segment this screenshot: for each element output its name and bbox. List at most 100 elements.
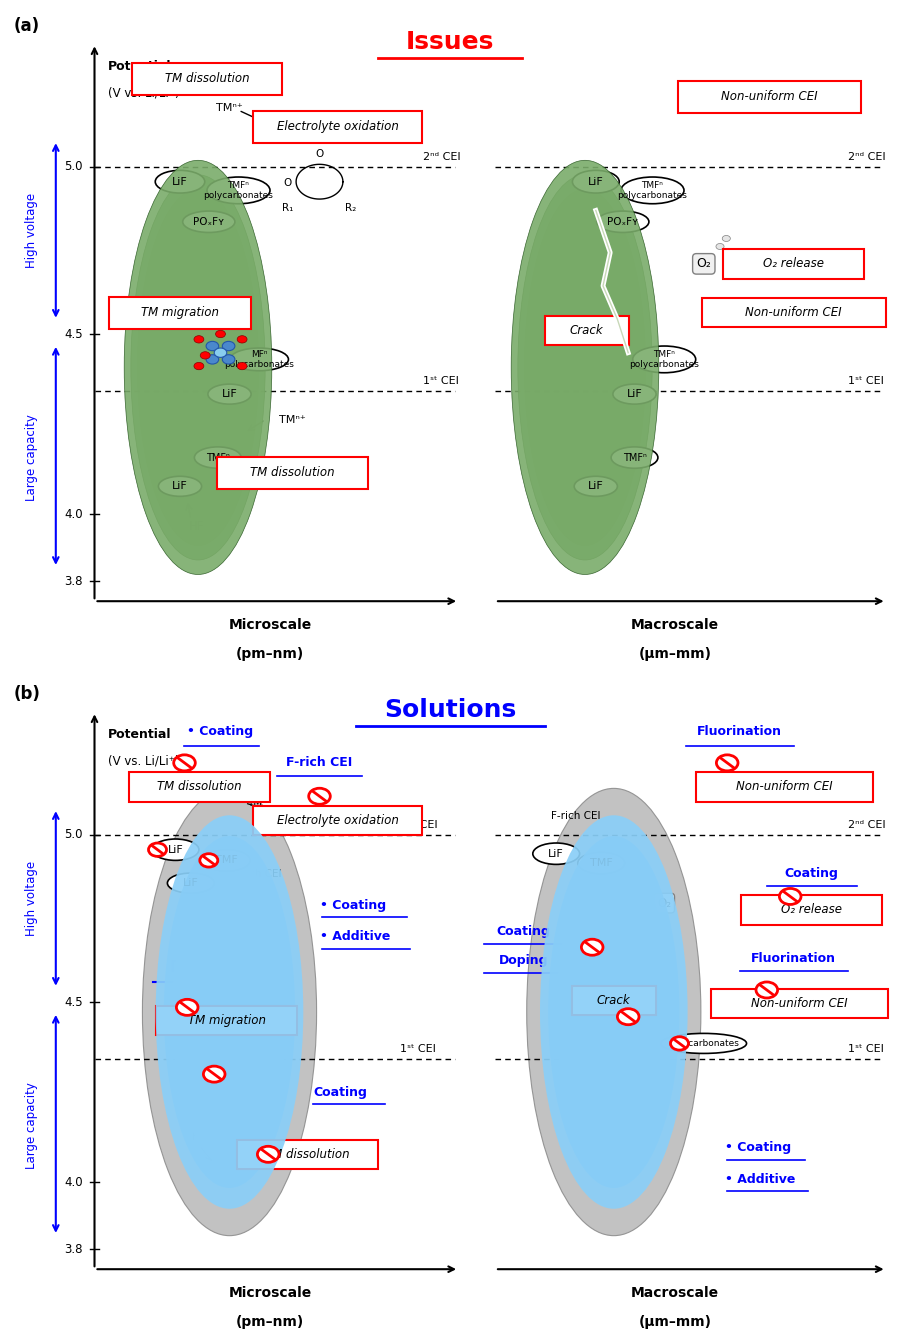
Circle shape (148, 843, 166, 856)
Ellipse shape (578, 852, 625, 874)
Ellipse shape (158, 476, 202, 497)
FancyBboxPatch shape (544, 315, 629, 345)
Text: O₂: O₂ (657, 896, 671, 910)
Circle shape (756, 982, 778, 998)
Text: 4.0: 4.0 (64, 1176, 83, 1189)
FancyBboxPatch shape (724, 248, 864, 279)
Circle shape (257, 1146, 279, 1162)
FancyBboxPatch shape (742, 895, 882, 925)
Circle shape (716, 755, 738, 771)
Ellipse shape (611, 446, 658, 469)
Text: LiF: LiF (221, 389, 238, 399)
Text: 4.0: 4.0 (64, 508, 83, 521)
Ellipse shape (564, 878, 663, 1146)
Circle shape (214, 347, 227, 357)
Circle shape (729, 253, 736, 259)
Text: TMⁿ⁺: TMⁿ⁺ (247, 798, 272, 808)
Text: 4.5: 4.5 (64, 995, 83, 1009)
Ellipse shape (142, 788, 317, 1236)
Text: Fluorination: Fluorination (698, 725, 782, 737)
Text: (pm–nm): (pm–nm) (236, 1315, 304, 1329)
Text: • Additive: • Additive (724, 1173, 795, 1185)
Ellipse shape (172, 856, 287, 1168)
Text: 3.8: 3.8 (64, 1242, 83, 1256)
Ellipse shape (511, 160, 659, 574)
Ellipse shape (533, 843, 580, 864)
Text: polycarbonates: polycarbonates (669, 1039, 739, 1047)
Text: F-rich CEI: F-rich CEI (551, 811, 600, 822)
Ellipse shape (183, 211, 235, 232)
Text: Doping: Doping (500, 954, 549, 967)
Ellipse shape (531, 204, 639, 530)
Text: TM dissolution: TM dissolution (266, 1148, 350, 1161)
Circle shape (200, 854, 218, 867)
Circle shape (581, 939, 603, 955)
Ellipse shape (130, 175, 266, 560)
Text: O₂ release: O₂ release (763, 258, 824, 270)
Ellipse shape (661, 1034, 747, 1053)
Text: Solutions: Solutions (384, 697, 516, 721)
Text: LiF: LiF (167, 844, 184, 855)
Ellipse shape (188, 898, 271, 1126)
Ellipse shape (208, 385, 251, 403)
Ellipse shape (156, 815, 303, 1209)
Text: Doping: Doping (169, 959, 230, 975)
Text: LiF: LiF (588, 176, 604, 187)
Circle shape (201, 351, 211, 359)
Text: 5.0: 5.0 (64, 828, 83, 842)
Text: 1ˢᵗ CEI: 1ˢᵗ CEI (848, 375, 884, 386)
Text: MFⁿ
polycarbonates: MFⁿ polycarbonates (224, 350, 294, 369)
Ellipse shape (194, 446, 241, 469)
Text: 5.0: 5.0 (64, 160, 83, 174)
Text: POₓFʏ: POₓFʏ (194, 216, 224, 227)
Text: Issues: Issues (406, 29, 494, 53)
Text: Crack: Crack (570, 325, 604, 337)
Ellipse shape (152, 839, 199, 860)
Text: TMⁿ⁺: TMⁿ⁺ (247, 1088, 272, 1097)
Text: TMF: TMF (215, 855, 238, 866)
Text: 1ˢᵗ CEI: 1ˢᵗ CEI (400, 1043, 436, 1054)
FancyBboxPatch shape (130, 772, 271, 802)
Text: (pm–nm): (pm–nm) (236, 647, 304, 661)
Ellipse shape (572, 170, 619, 192)
Text: TMFⁿ: TMFⁿ (623, 453, 646, 462)
Ellipse shape (164, 836, 295, 1188)
Text: LiF: LiF (172, 481, 188, 492)
Text: (b): (b) (14, 684, 40, 703)
Text: Coating: Coating (785, 867, 839, 880)
Text: (a): (a) (14, 16, 40, 35)
Ellipse shape (613, 385, 656, 403)
Text: LiF: LiF (548, 848, 564, 859)
Text: Fluorination: Fluorination (752, 953, 836, 965)
Ellipse shape (538, 218, 632, 517)
Ellipse shape (518, 175, 652, 560)
Circle shape (206, 354, 219, 363)
FancyBboxPatch shape (702, 298, 886, 327)
Text: 2ⁿᵈ CEI: 2ⁿᵈ CEI (848, 820, 886, 830)
Text: TMⁿ⁺: TMⁿ⁺ (216, 103, 243, 114)
Text: TM migration: TM migration (141, 306, 219, 319)
Text: TMFⁿ
polycarbonates: TMFⁿ polycarbonates (629, 350, 699, 369)
Ellipse shape (207, 178, 270, 203)
Circle shape (238, 335, 247, 343)
Ellipse shape (180, 878, 279, 1146)
Text: LiF: LiF (172, 176, 188, 187)
Text: O: O (315, 148, 324, 159)
Circle shape (216, 330, 225, 338)
FancyBboxPatch shape (711, 989, 888, 1018)
Text: O: O (284, 178, 292, 188)
Circle shape (617, 1009, 639, 1025)
Circle shape (670, 1037, 688, 1050)
Circle shape (194, 335, 203, 343)
Text: LiF: LiF (183, 878, 199, 888)
Circle shape (723, 235, 731, 242)
Text: Microscale: Microscale (229, 619, 311, 632)
Text: Coating: Coating (497, 926, 551, 938)
Ellipse shape (540, 815, 688, 1209)
Text: TM dissolution: TM dissolution (158, 780, 242, 794)
Circle shape (203, 1066, 225, 1082)
Text: Coating: Coating (313, 1086, 367, 1098)
FancyBboxPatch shape (572, 986, 656, 1015)
Text: Potential: Potential (108, 60, 172, 73)
Text: Non-uniform CEI: Non-uniform CEI (721, 91, 818, 103)
